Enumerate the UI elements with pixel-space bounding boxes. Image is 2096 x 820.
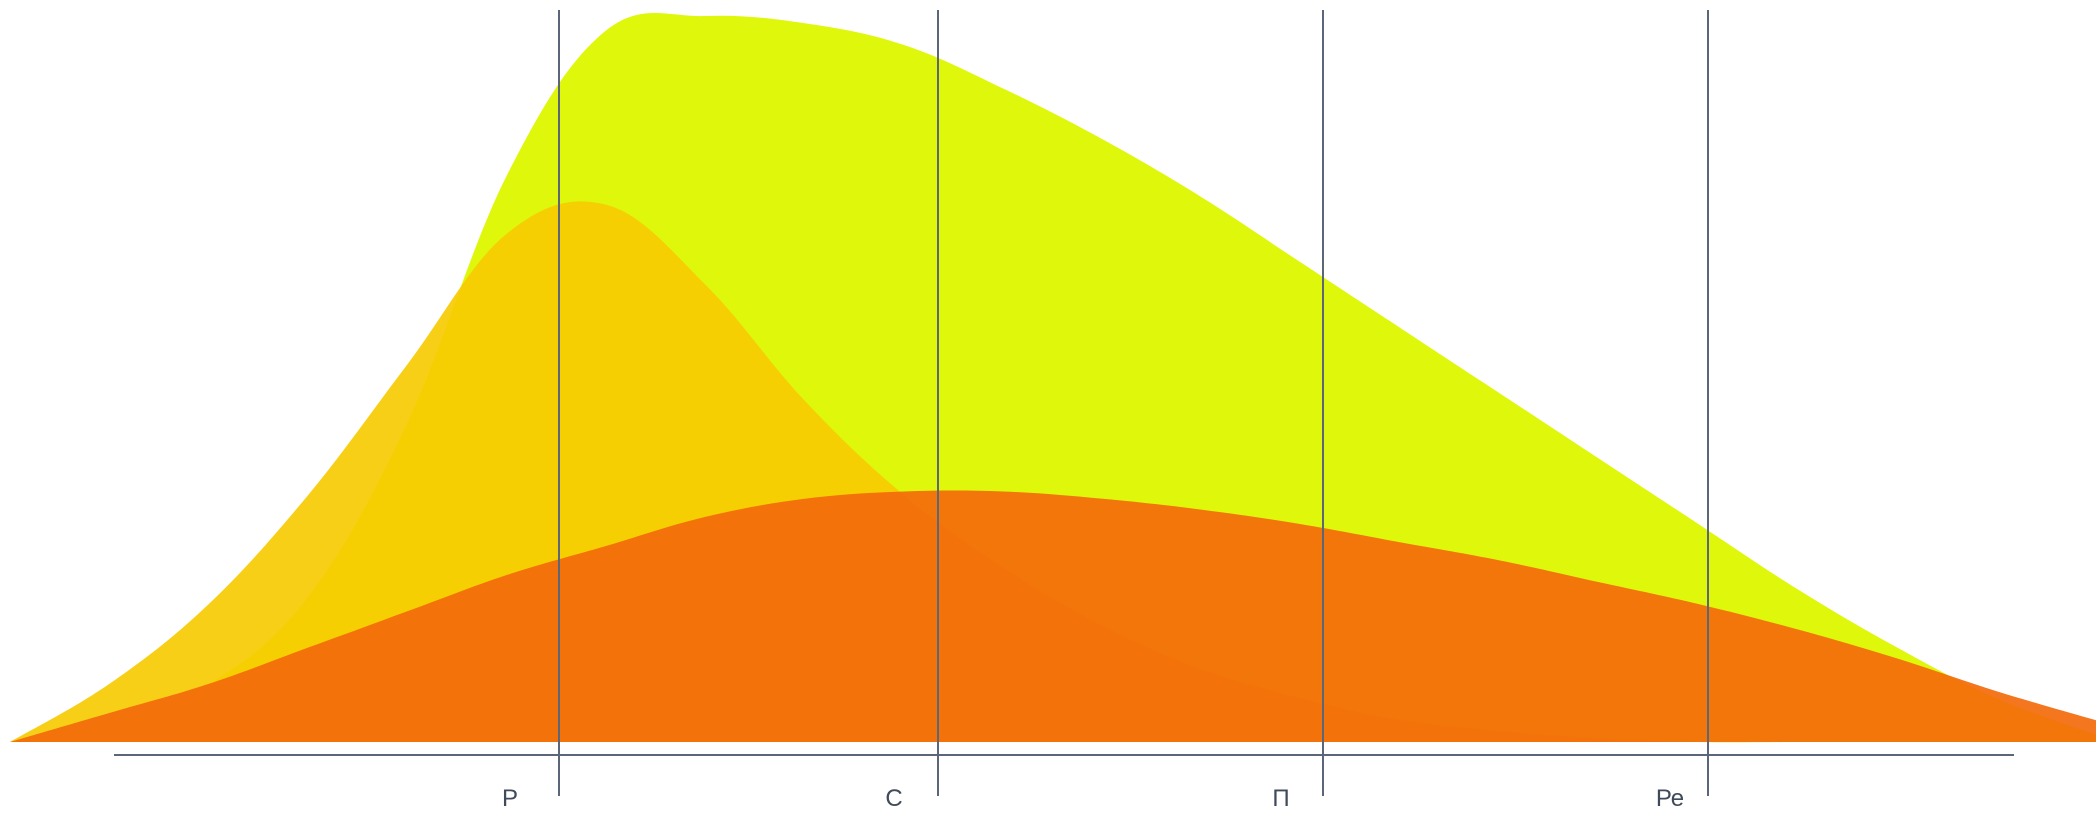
chart-axes — [114, 10, 2014, 796]
stage-label-1: Р — [502, 785, 518, 812]
series-area-3 — [10, 490, 2096, 742]
stage-label-2: С — [885, 785, 902, 812]
stage-label-3: П — [1272, 785, 1289, 812]
chart-areas — [10, 12, 2096, 743]
chart-stage-labels: Р С П Ре — [502, 785, 1684, 812]
stage-label-4: Ре — [1656, 785, 1684, 812]
